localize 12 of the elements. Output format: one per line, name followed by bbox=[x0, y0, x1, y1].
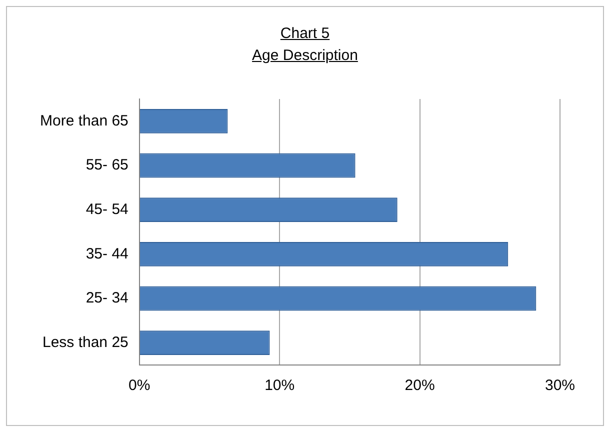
x-tick-label: 0% bbox=[128, 377, 150, 394]
y-tick-label: Less than 25 bbox=[42, 334, 128, 351]
y-tick-label: 45- 54 bbox=[86, 200, 128, 218]
y-tick-label: 25- 34 bbox=[86, 290, 128, 307]
y-tick-label: More than 65 bbox=[40, 112, 128, 130]
y-tick-label: 35- 44 bbox=[86, 245, 128, 262]
x-tick-label: 30% bbox=[544, 377, 576, 394]
x-tick-label: 20% bbox=[404, 377, 435, 394]
y-tick-label: 55- 65 bbox=[86, 156, 128, 174]
chart-title: Chart 5 bbox=[279, 25, 331, 42]
x-tick-label: 10% bbox=[264, 377, 295, 394]
chart-subtitle: Age Description bbox=[251, 47, 359, 64]
